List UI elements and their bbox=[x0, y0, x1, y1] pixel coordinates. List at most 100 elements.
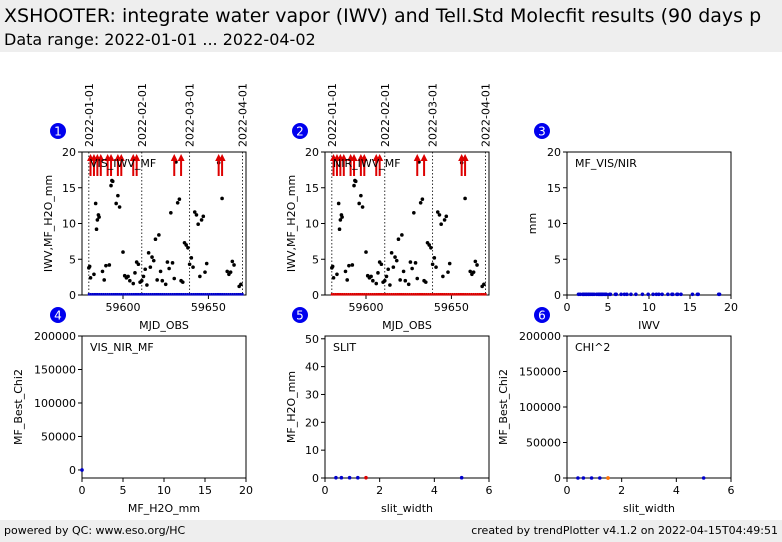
baseline-point bbox=[202, 292, 205, 296]
y-tick-label: 10 bbox=[547, 218, 561, 231]
baseline-point bbox=[155, 292, 158, 296]
baseline-point bbox=[198, 292, 201, 296]
baseline-point bbox=[178, 292, 181, 296]
data-point bbox=[622, 292, 627, 297]
baseline-point bbox=[357, 292, 360, 296]
baseline-point bbox=[484, 292, 487, 296]
y-tick-label: 0 bbox=[554, 289, 561, 302]
baseline-point bbox=[439, 292, 442, 296]
data-point bbox=[165, 260, 170, 264]
data-point bbox=[427, 243, 432, 247]
data-point bbox=[117, 205, 122, 209]
data-point bbox=[459, 475, 464, 480]
data-point bbox=[391, 265, 396, 269]
baseline-point bbox=[367, 292, 370, 296]
data-point bbox=[401, 269, 406, 274]
y-tick-label: 5 bbox=[312, 253, 319, 266]
y-axis-label: MF_Best_Chi2 bbox=[497, 369, 510, 445]
y-tick-label: 20 bbox=[62, 146, 76, 159]
baseline-point bbox=[466, 292, 469, 296]
data-point bbox=[347, 475, 352, 480]
x-tick-label: 20 bbox=[724, 301, 738, 314]
overflow-arrow-head bbox=[177, 154, 185, 161]
panel-2: 2 2022-01-01 2022-02-01 2022-03-01 2022-04-0… bbox=[285, 83, 493, 332]
data-point bbox=[598, 476, 602, 480]
x-axis-label: slit_width bbox=[623, 502, 675, 515]
data-point bbox=[408, 260, 413, 264]
data-point bbox=[109, 183, 113, 188]
baseline-point bbox=[110, 292, 113, 296]
data-point bbox=[121, 250, 125, 254]
baseline-point bbox=[241, 292, 244, 296]
data-point bbox=[97, 215, 101, 219]
data-point bbox=[614, 292, 618, 297]
data-point bbox=[148, 265, 153, 269]
baseline-point bbox=[112, 292, 115, 296]
y-tick-label: 200000 bbox=[519, 330, 561, 343]
data-point bbox=[434, 265, 438, 269]
data-point bbox=[126, 274, 130, 279]
data-point bbox=[175, 200, 180, 205]
baseline-point bbox=[386, 292, 389, 296]
data-point bbox=[343, 269, 348, 274]
baseline-point bbox=[361, 292, 364, 296]
y-tick-label: 15 bbox=[547, 182, 561, 195]
baseline-point bbox=[159, 292, 162, 296]
x-tick-label: 59600 bbox=[106, 301, 141, 314]
baseline-point bbox=[341, 292, 344, 296]
y-axis-label: IWV,MF_H2O_mm bbox=[42, 175, 55, 272]
baseline-point bbox=[122, 292, 125, 296]
baseline-point bbox=[398, 292, 401, 296]
data-point bbox=[394, 258, 399, 263]
baseline-point bbox=[96, 292, 99, 296]
x-tick-label: 6 bbox=[486, 484, 493, 497]
data-point bbox=[136, 262, 141, 267]
panel-6: 6 0 50000 100000 150000 200000 0 2 4 6 slit_width M… bbox=[497, 307, 735, 515]
baseline-point bbox=[423, 292, 426, 296]
baseline-point bbox=[441, 292, 444, 296]
baseline-point bbox=[237, 292, 240, 296]
y-tick-label: 50000 bbox=[526, 437, 561, 450]
data-point bbox=[634, 292, 638, 297]
data-point bbox=[413, 261, 418, 265]
baseline-point bbox=[451, 292, 454, 296]
baseline-point bbox=[194, 292, 197, 296]
y-tick-label: 20 bbox=[305, 146, 319, 159]
baseline-point bbox=[192, 292, 195, 296]
baseline-point bbox=[349, 292, 352, 296]
data-point bbox=[403, 278, 408, 283]
data-point bbox=[432, 256, 437, 260]
data-point bbox=[352, 183, 356, 188]
baseline-point bbox=[351, 292, 354, 296]
data-point bbox=[167, 266, 171, 271]
baseline-point bbox=[225, 292, 228, 296]
header-bar: XSHOOTER: integrate water vapor (IWV) an… bbox=[0, 0, 782, 52]
baseline-point bbox=[421, 292, 424, 296]
data-point bbox=[604, 292, 609, 297]
baseline-point bbox=[443, 292, 446, 296]
baseline-point bbox=[371, 292, 374, 296]
baseline-point bbox=[339, 292, 342, 296]
data-point bbox=[102, 278, 107, 282]
baseline-point bbox=[130, 292, 133, 296]
overflow-arrow-head bbox=[133, 154, 141, 161]
data-point bbox=[116, 193, 120, 198]
data-point bbox=[364, 475, 368, 480]
data-point bbox=[446, 270, 450, 274]
baseline-point bbox=[345, 292, 348, 296]
baseline-point bbox=[239, 292, 242, 296]
baseline-point bbox=[180, 292, 183, 296]
panel-1: 1 2022-01-01 2022-02-01 2022-03-01 2022-04-0… bbox=[42, 83, 250, 332]
data-point bbox=[339, 475, 344, 480]
baseline-point bbox=[190, 292, 193, 296]
baseline-point bbox=[163, 292, 166, 296]
baseline-point bbox=[98, 292, 101, 296]
baseline-point bbox=[416, 292, 419, 296]
page-title: XSHOOTER: integrate water vapor (IWV) an… bbox=[4, 5, 762, 27]
baseline-point bbox=[377, 292, 380, 296]
baseline-point bbox=[410, 292, 413, 296]
y-tick-label: 15 bbox=[62, 182, 76, 195]
data-point bbox=[170, 261, 175, 265]
baseline-point bbox=[139, 292, 142, 296]
data-point bbox=[675, 292, 680, 297]
